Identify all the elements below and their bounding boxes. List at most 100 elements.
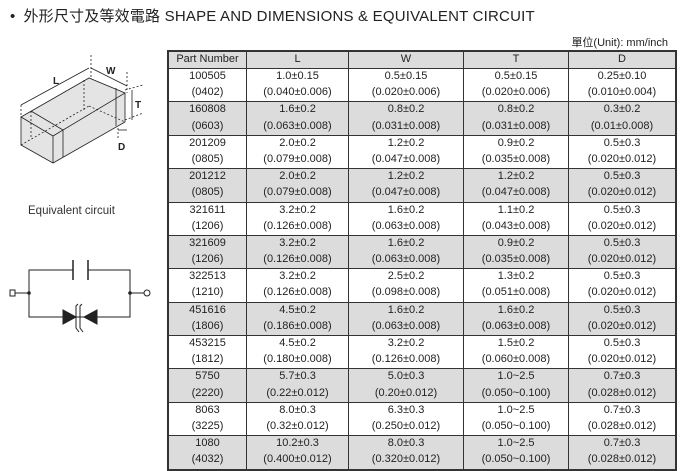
value-mm: 8.0±0.3	[387, 437, 425, 450]
value-inch: (0.126±0.008)	[263, 253, 332, 266]
label-W: W	[106, 66, 116, 77]
cell-W: 1.2±0.2 (0.047±0.008)	[348, 134, 464, 170]
value-inch: (0.040±0.006)	[263, 86, 332, 99]
value-mm: 1.6±0.2	[387, 303, 425, 316]
value-inch: (0.186±0.008)	[263, 319, 332, 332]
cell-W: 0.8±0.2 (0.031±0.008)	[348, 101, 464, 136]
value-mm: 2.0±0.2	[279, 170, 316, 183]
cell-W: 3.2±0.2 (0.126±0.008)	[348, 334, 464, 370]
value-mm: 0.5±0.3	[603, 136, 641, 149]
table-row: 322513 (1210) 3.2±0.2 (0.126±0.008) 2.5±0.2 (…	[167, 268, 677, 303]
unit-label: 單位(Unit): mm/inch	[571, 37, 668, 49]
cell-T: 1.5±0.2 (0.060±0.008)	[463, 334, 569, 370]
value-mm: 4.5±0.2	[279, 303, 316, 316]
value-inch: (3225)	[191, 419, 224, 432]
table-row: 100505 (0402) 1.0±0.15 (0.040±0.006) 0.5±0.1…	[167, 67, 677, 103]
value-mm: 0.5±0.3	[603, 337, 641, 349]
table-row: 8063 (3225) 8.0±0.3 (0.32±0.012) 6.3±0.3 (0.2…	[167, 401, 677, 437]
value-inch: (0.098±0.008)	[371, 286, 441, 299]
value-mm: 1.0~2.5	[497, 437, 535, 450]
value-inch: (0.320±0.012)	[371, 453, 441, 466]
value-mm: 0.3±0.2	[603, 103, 641, 116]
cell-L: 1.0±0.15 (0.040±0.006)	[246, 67, 349, 103]
value-mm: 3.2±0.2	[387, 337, 425, 349]
cell-T: 1.0~2.5 (0.050~0.100)	[463, 401, 569, 437]
value-inch: (0.020±0.012)	[587, 353, 657, 366]
value-mm: 100505	[189, 70, 226, 82]
cell-D: 0.5±0.3 (0.020±0.012)	[568, 201, 677, 236]
value-inch: (0.126±0.008)	[263, 219, 332, 232]
value-mm: 3.2±0.2	[279, 203, 316, 216]
value-inch: (0805)	[191, 152, 224, 165]
value-mm: 6.3±0.3	[387, 403, 425, 416]
value-inch: (1210)	[191, 286, 224, 299]
cell-T: 0.9±0.2 (0.035±0.008)	[463, 234, 569, 270]
value-mm: 1.6±0.2	[387, 236, 425, 249]
value-mm: 8.0±0.3	[279, 403, 316, 416]
value-inch: (1206)	[191, 219, 224, 232]
value-inch: (0.020±0.012)	[587, 253, 657, 266]
value-inch: (0.028±0.012)	[587, 453, 657, 466]
value-mm: 0.8±0.2	[387, 103, 425, 116]
cell-T: 1.1±0.2 (0.043±0.008)	[463, 201, 569, 236]
cell-L: 4.5±0.2 (0.186±0.008)	[246, 301, 349, 337]
value-inch: (0.010±0.004)	[587, 86, 657, 99]
cell-D: 0.7±0.3 (0.028±0.012)	[568, 435, 677, 470]
equivalent-circuit-diagram	[9, 260, 151, 333]
column-header: L	[246, 50, 349, 69]
value-inch: (0.047±0.008)	[481, 186, 551, 199]
cell-W: 1.2±0.2 (0.047±0.008)	[348, 168, 464, 203]
value-inch: (0402)	[191, 86, 224, 99]
value-mm: 1.6±0.2	[497, 303, 535, 316]
value-mm: 321611	[189, 203, 226, 216]
value-mm: 8063	[195, 403, 220, 416]
cell-part-number: 451616 (1806)	[167, 301, 247, 337]
value-inch: (0.063±0.008)	[371, 253, 441, 266]
column-header: W	[348, 50, 464, 69]
cell-L: 1.6±0.2 (0.063±0.008)	[246, 101, 349, 136]
cell-L: 10.2±0.3 (0.400±0.012)	[246, 435, 349, 470]
cell-D: 0.5±0.3 (0.020±0.012)	[568, 268, 677, 303]
value-mm: 0.5±0.15	[384, 70, 428, 82]
value-inch: (1206)	[191, 253, 224, 266]
value-mm: 10.2±0.3	[276, 437, 319, 450]
table-row: 451616 (1806) 4.5±0.2 (0.186±0.008) 1.6±0.2 (…	[167, 301, 677, 337]
cell-part-number: 160808 (0603)	[167, 101, 247, 136]
cell-D: 0.5±0.3 (0.020±0.012)	[568, 134, 677, 170]
value-mm: 3.2±0.2	[279, 270, 316, 283]
cell-T: 0.8±0.2 (0.031±0.008)	[463, 101, 569, 136]
cell-W: 2.5±0.2 (0.098±0.008)	[348, 268, 464, 303]
table-row: 321611 (1206) 3.2±0.2 (0.126±0.008) 1.6±0.2 (…	[167, 201, 677, 236]
value-inch: (0.020±0.012)	[587, 152, 657, 165]
section-title: • 外形尺寸及等效電路 SHAPE AND DIMENSIONS & EQUIVA…	[10, 8, 535, 25]
value-inch: (0.020±0.012)	[587, 286, 657, 299]
chip-dimension-diagram: L W T D	[9, 55, 151, 333]
value-mm: 1.2±0.2	[497, 170, 535, 183]
title-zh: 外形尺寸及等效電路	[23, 8, 161, 25]
value-mm: 1.3±0.2	[497, 270, 535, 283]
value-inch: (1812)	[191, 353, 224, 366]
cell-L: 5.7±0.3 (0.22±0.012)	[246, 368, 349, 403]
cell-part-number: 5750 (2220)	[167, 368, 247, 403]
value-mm: 0.7±0.3	[603, 437, 641, 450]
value-mm: 201212	[189, 170, 226, 183]
value-inch: (0.020±0.012)	[587, 186, 657, 199]
cell-part-number: 201209 (0805)	[167, 134, 247, 170]
value-inch: (0.028±0.012)	[587, 386, 657, 399]
value-inch: (0805)	[191, 186, 224, 199]
value-inch: (0.22±0.012)	[266, 386, 329, 399]
cell-part-number: 453215 (1812)	[167, 334, 247, 370]
value-inch: (0.063±0.008)	[371, 219, 441, 232]
cell-part-number: 201212 (0805)	[167, 168, 247, 203]
value-inch: (0.028±0.012)	[587, 419, 657, 432]
value-mm: 5.7±0.3	[279, 370, 316, 383]
value-inch: (0.050~0.100)	[481, 453, 551, 466]
cell-part-number: 1080 (4032)	[167, 435, 247, 470]
cell-D: 0.25±0.10 (0.010±0.004)	[568, 67, 677, 103]
cell-L: 3.2±0.2 (0.126±0.008)	[246, 201, 349, 236]
cell-D: 0.5±0.3 (0.020±0.012)	[568, 168, 677, 203]
value-inch: (0.031±0.008)	[371, 119, 441, 132]
cell-D: 0.7±0.3 (0.028±0.012)	[568, 401, 677, 437]
value-inch: (0.250±0.012)	[371, 419, 441, 432]
value-mm: 0.5±0.3	[603, 236, 641, 249]
